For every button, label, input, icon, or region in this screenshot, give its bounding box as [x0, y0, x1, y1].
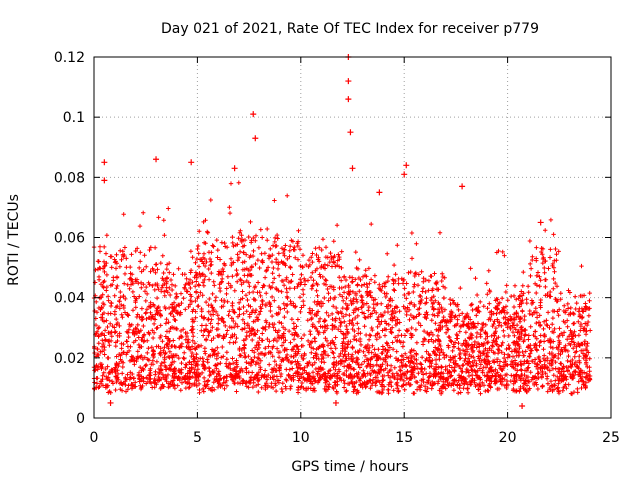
- y-tick-label: 0: [76, 411, 85, 427]
- data-point: [349, 165, 356, 172]
- data-point: [376, 189, 383, 196]
- data-point: [345, 96, 352, 103]
- x-tick-label: 10: [292, 430, 310, 446]
- x-tick-label: 25: [602, 430, 620, 446]
- data-point: [101, 177, 108, 184]
- y-axis-label: ROTI / TECUs: [6, 194, 22, 286]
- y-tick-label: 0.04: [54, 291, 85, 307]
- y-tick-label: 0.1: [63, 110, 85, 126]
- data-point: [107, 399, 114, 406]
- axis-ticks: 0 5 10 15 20 25 0 0.02 0.04 0.06 0.08 0.1 0.12: [54, 50, 620, 446]
- data-point: [537, 219, 544, 226]
- data-point: [519, 402, 526, 409]
- chart-title: Day 021 of 2021, Rate Of TEC Index for r…: [161, 21, 539, 37]
- data-point: [231, 165, 238, 172]
- data-point: [459, 183, 466, 190]
- x-tick-label: 0: [90, 430, 99, 446]
- y-tick-label: 0.12: [54, 50, 85, 66]
- data-points: [91, 54, 593, 409]
- data-point: [252, 135, 259, 142]
- data-point-cloud: [91, 180, 593, 397]
- data-point: [345, 78, 352, 85]
- x-axis-label: GPS time / hours: [291, 459, 408, 475]
- data-point: [188, 159, 195, 166]
- y-tick-label: 0.02: [54, 351, 85, 367]
- data-point: [250, 111, 257, 118]
- data-point: [153, 156, 160, 163]
- data-point: [101, 159, 108, 166]
- y-tick-label: 0.08: [54, 170, 85, 186]
- y-tick-label: 0.06: [54, 231, 85, 247]
- x-tick-label: 20: [499, 430, 517, 446]
- x-tick-label: 5: [193, 430, 202, 446]
- data-point: [332, 399, 339, 406]
- data-point: [403, 162, 410, 169]
- data-point: [401, 171, 408, 178]
- x-tick-label: 15: [395, 430, 413, 446]
- data-point: [347, 129, 354, 136]
